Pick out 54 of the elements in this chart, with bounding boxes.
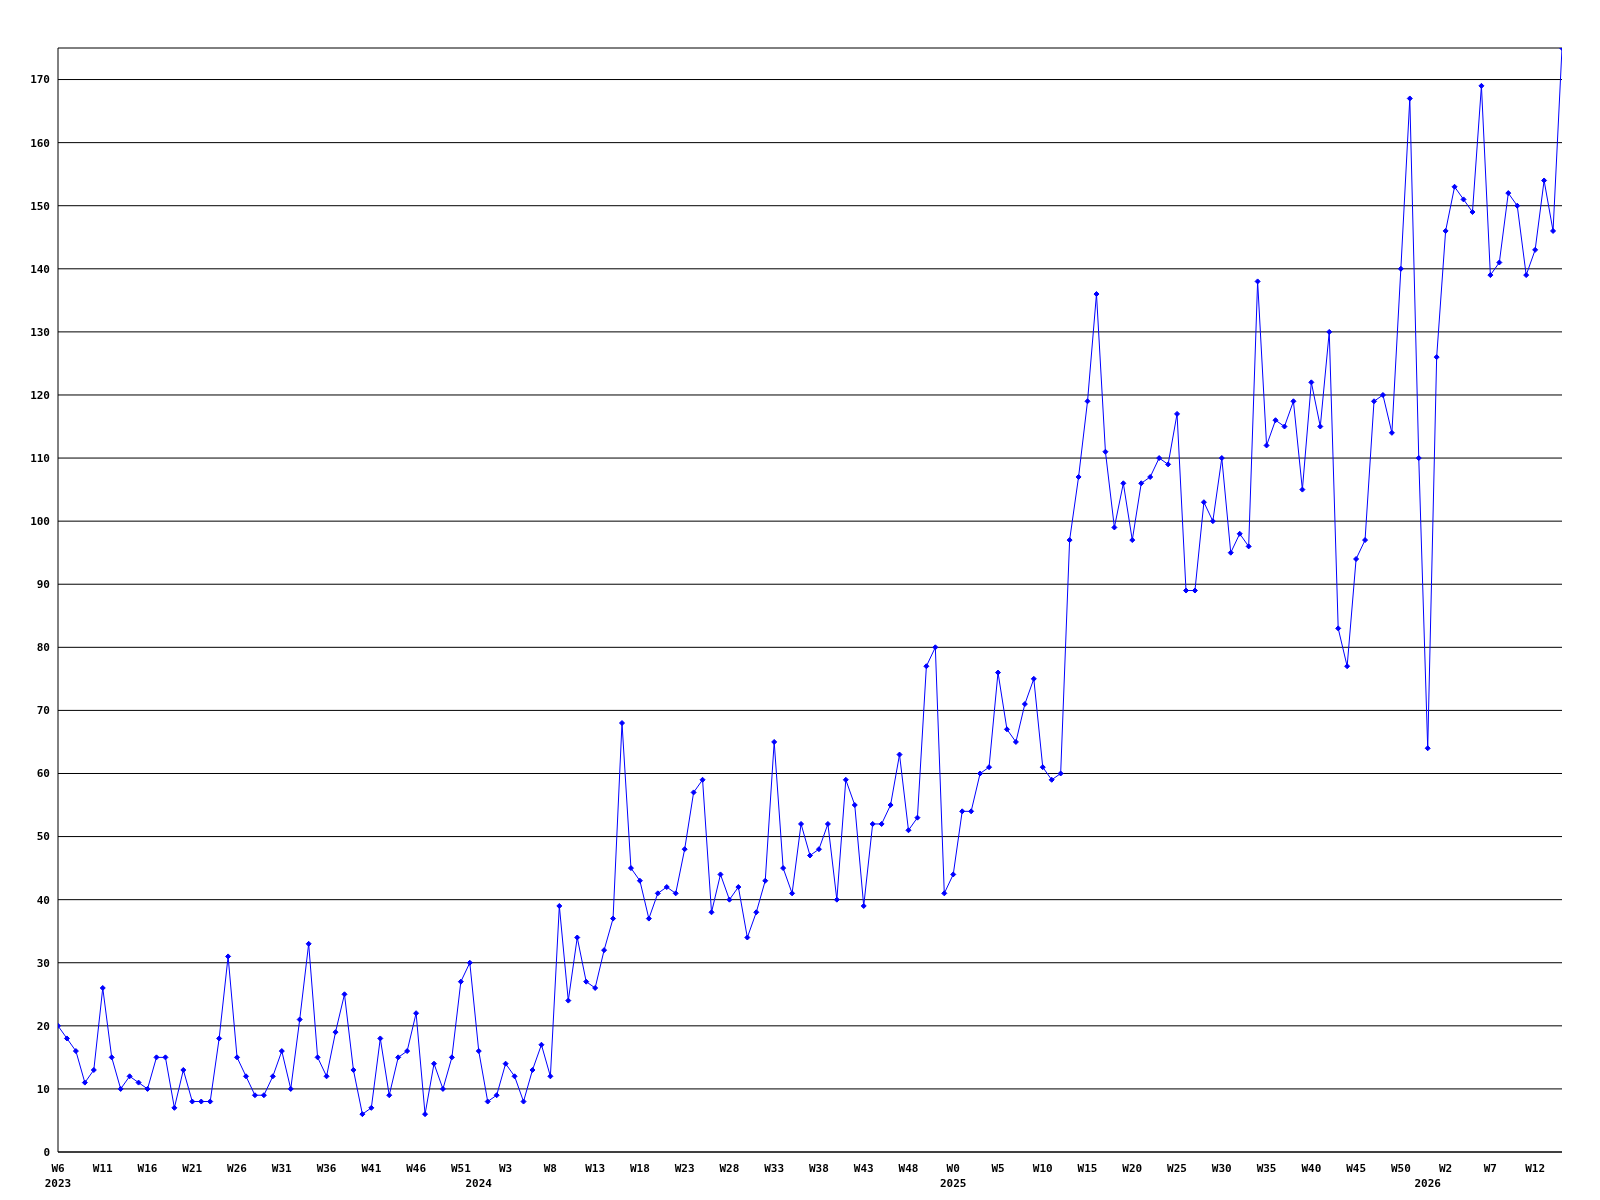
x-tick-label: W13 bbox=[585, 1162, 606, 1175]
x-tick-label: W36 bbox=[316, 1162, 337, 1175]
y-tick-label: 0 bbox=[43, 1145, 50, 1159]
y-tick-label: 170 bbox=[30, 73, 50, 87]
y-tick-label: 30 bbox=[36, 956, 50, 970]
x-tick-label: W35 bbox=[1256, 1162, 1277, 1175]
x-tick-label: W43 bbox=[853, 1162, 874, 1175]
x-tick-label: W12 bbox=[1525, 1162, 1546, 1175]
x-tick-label: W30 bbox=[1211, 1162, 1232, 1175]
x-tick-label: W6 2023 bbox=[44, 1162, 72, 1190]
x-tick-label: W8 bbox=[543, 1162, 558, 1175]
x-tick-label: W31 bbox=[271, 1162, 293, 1175]
x-tick-label: W5 bbox=[991, 1162, 1005, 1175]
x-tick-label: W20 bbox=[1122, 1162, 1143, 1175]
y-tick-label: 20 bbox=[36, 1019, 50, 1033]
x-tick-label: W33 bbox=[764, 1162, 785, 1175]
y-tick-label: 50 bbox=[36, 830, 50, 844]
x-tick-label: W11 bbox=[92, 1162, 114, 1175]
x-tick-label: W7 bbox=[1483, 1162, 1498, 1175]
y-tick-label: 70 bbox=[36, 704, 50, 718]
y-tick-label: 40 bbox=[36, 893, 50, 907]
x-tick-label: 2024 bbox=[465, 1177, 493, 1190]
x-tick-label: W28 bbox=[719, 1162, 740, 1175]
x-tick-label: W50 bbox=[1390, 1162, 1411, 1175]
x-tick-label: W15 bbox=[1077, 1162, 1098, 1175]
y-tick-label: 80 bbox=[36, 641, 50, 655]
x-tick-label: W2 bbox=[1438, 1162, 1453, 1175]
x-tick-label: W21 bbox=[182, 1162, 203, 1175]
x-tick-label: W46 bbox=[406, 1162, 427, 1175]
y-tick-label: 120 bbox=[30, 388, 50, 402]
x-tick-label: W0 2025 bbox=[939, 1162, 967, 1190]
x-tick-label: W23 bbox=[674, 1162, 695, 1175]
y-tick-label: 10 bbox=[36, 1082, 50, 1096]
x-tick-label: W26 bbox=[227, 1162, 248, 1175]
x-tick-label: W45 bbox=[1346, 1162, 1367, 1175]
y-tick-label: 90 bbox=[36, 578, 50, 592]
x-tick-label: W41 bbox=[361, 1162, 382, 1175]
y-tick-label: 130 bbox=[30, 325, 50, 339]
y-tick-label: 110 bbox=[30, 451, 50, 465]
y-tick-label: 160 bbox=[30, 136, 50, 150]
y-tick-label: 60 bbox=[36, 767, 50, 781]
x-tick-label: W10 bbox=[1032, 1162, 1053, 1175]
x-tick-label: W16 bbox=[137, 1162, 158, 1175]
x-tick-label: W38 bbox=[809, 1162, 829, 1175]
x-tick-label: W40 bbox=[1301, 1162, 1322, 1175]
x-tick-label: W51 bbox=[450, 1162, 472, 1175]
x-tick-label: W48 bbox=[898, 1162, 919, 1175]
y-tick-label: 150 bbox=[30, 199, 50, 213]
x-tick-label: W18 bbox=[629, 1162, 650, 1175]
y-tick-label: 140 bbox=[30, 262, 50, 276]
y-tick-label: 100 bbox=[30, 515, 50, 529]
x-tick-label: W25 bbox=[1167, 1162, 1187, 1175]
x-tick-label: W3 bbox=[498, 1162, 513, 1175]
x-tick-label: 2026 bbox=[1414, 1177, 1442, 1190]
